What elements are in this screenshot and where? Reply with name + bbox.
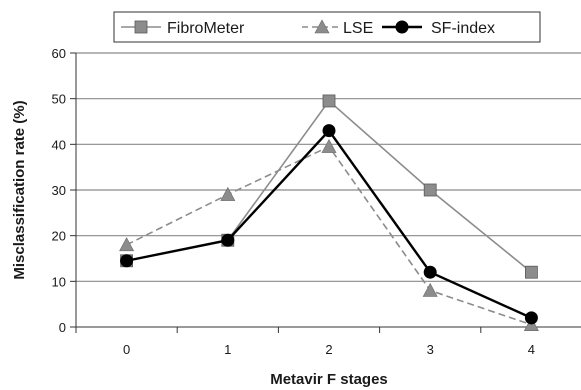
x-axis-title: Metavir F stages (270, 371, 388, 388)
y-tick-label: 40 (52, 137, 66, 152)
data-point (423, 265, 437, 279)
y-axis-title: Misclassification rate (%) (11, 100, 28, 279)
data-point (221, 233, 235, 247)
x-tick-label: 2 (325, 342, 332, 357)
y-tick-label: 30 (52, 183, 66, 198)
data-point (322, 94, 336, 108)
legend-marker (314, 19, 330, 34)
data-point (524, 311, 538, 325)
y-tick-label: 10 (52, 274, 66, 289)
x-tick-label: 0 (123, 342, 130, 357)
data-point (322, 124, 336, 138)
x-tick-label: 3 (427, 342, 434, 357)
legend-label: FibroMeter (167, 20, 245, 37)
y-tick-label: 0 (59, 320, 66, 335)
x-tick-label: 4 (528, 342, 535, 357)
data-point (220, 186, 236, 201)
legend-entry-sf-index: SF-index (382, 20, 495, 37)
data-point (422, 282, 438, 297)
data-point (119, 237, 135, 252)
legend: FibroMeter LSE SF-index (113, 11, 541, 43)
legend-marker (395, 20, 409, 34)
data-point (423, 183, 437, 197)
series-fibrometer (120, 94, 538, 279)
axes: Misclassification rate (%) Metavir F sta… (11, 46, 581, 388)
data-point (525, 265, 538, 279)
series (119, 94, 539, 332)
series-lse (119, 138, 539, 332)
data-point (120, 254, 134, 268)
legend-entry-fibrometer: FibroMeter (121, 20, 245, 37)
y-tick-label: 50 (52, 92, 66, 107)
series-sf-index (120, 124, 538, 325)
y-tick-label: 20 (52, 229, 66, 244)
legend-marker (134, 20, 148, 34)
series-line (126, 128, 532, 319)
y-tick-label: 60 (52, 46, 66, 61)
gridlines (76, 52, 581, 282)
legend-label: SF-index (431, 20, 495, 37)
legend-label: LSE (343, 20, 373, 37)
x-tick-label: 1 (224, 342, 231, 357)
data-point (321, 138, 337, 153)
legend-entry-lse: LSE (302, 19, 373, 37)
